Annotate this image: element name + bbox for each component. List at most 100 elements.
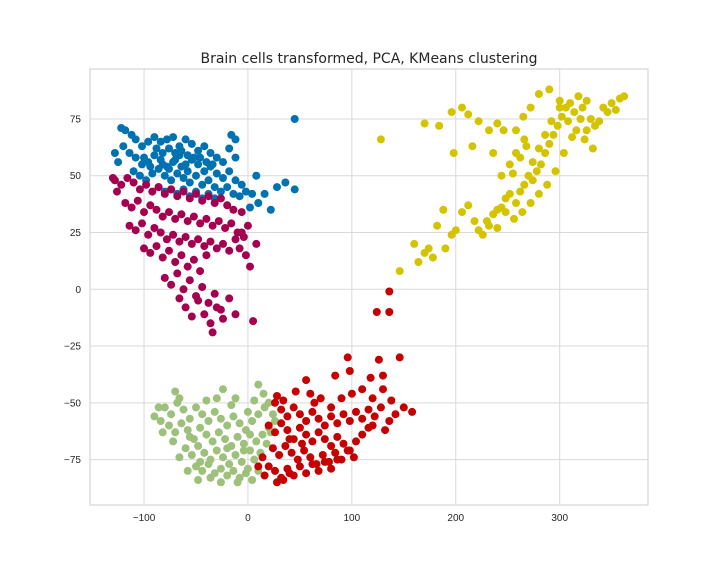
data-point	[259, 389, 268, 398]
data-point	[200, 167, 209, 176]
data-point	[138, 160, 146, 169]
data-point	[131, 226, 140, 235]
data-point	[198, 410, 207, 419]
data-point	[306, 389, 315, 398]
data-point	[237, 180, 246, 189]
data-point	[231, 176, 240, 185]
data-point	[370, 412, 379, 421]
data-point	[320, 435, 329, 444]
data-point	[219, 158, 227, 167]
y-tick-label: −50	[64, 398, 81, 409]
data-point	[603, 108, 612, 117]
data-point	[181, 233, 190, 241]
data-point	[225, 144, 234, 153]
data-point	[308, 407, 317, 416]
data-point	[320, 457, 329, 466]
data-point	[202, 214, 211, 223]
data-point	[171, 387, 180, 396]
data-point	[464, 201, 473, 210]
y-tick-label: 75	[70, 114, 82, 125]
data-point	[208, 160, 217, 169]
data-point	[162, 135, 171, 144]
data-point	[194, 235, 203, 244]
data-point	[582, 96, 591, 105]
data-point	[179, 187, 188, 196]
data-point	[358, 385, 367, 394]
data-point	[260, 189, 269, 198]
data-point	[185, 178, 194, 187]
data-point	[219, 174, 227, 182]
data-point	[580, 135, 589, 144]
data-point	[343, 353, 352, 362]
data-point	[173, 169, 182, 178]
data-point	[194, 476, 203, 484]
data-point	[277, 419, 286, 428]
data-point	[586, 115, 595, 123]
data-point	[246, 446, 254, 455]
data-point	[198, 466, 207, 475]
data-point	[333, 432, 342, 441]
data-point	[148, 169, 157, 178]
data-point	[185, 194, 194, 203]
data-point	[150, 412, 159, 421]
data-point	[185, 276, 194, 285]
data-point	[295, 423, 304, 432]
data-point	[287, 448, 296, 457]
data-point	[290, 185, 299, 194]
data-point	[352, 437, 360, 446]
data-point	[187, 312, 196, 321]
data-point	[428, 253, 437, 262]
data-point	[160, 403, 169, 412]
data-point	[198, 196, 207, 205]
data-point	[183, 426, 192, 435]
data-point	[204, 417, 213, 425]
data-point	[258, 453, 267, 462]
data-point	[210, 407, 219, 416]
data-point	[223, 471, 232, 480]
data-point	[177, 146, 186, 155]
y-tick-label: 50	[70, 171, 82, 182]
data-point	[433, 221, 442, 230]
data-point	[225, 294, 234, 303]
data-point	[528, 158, 537, 167]
data-point	[214, 428, 223, 437]
data-point	[225, 460, 234, 469]
data-point	[260, 471, 269, 480]
cluster-5-points	[376, 85, 629, 276]
data-point	[566, 99, 575, 108]
data-point	[588, 144, 597, 153]
data-point	[295, 410, 304, 419]
data-point	[468, 142, 477, 151]
data-point	[289, 403, 298, 412]
data-point	[241, 251, 250, 260]
data-point	[239, 439, 248, 448]
data-point	[192, 403, 200, 412]
data-point	[121, 126, 130, 135]
data-point	[385, 308, 394, 316]
data-point	[447, 108, 456, 117]
data-point	[135, 185, 144, 194]
data-point	[165, 164, 173, 173]
data-point	[368, 394, 377, 403]
data-point	[210, 199, 219, 207]
data-point	[212, 446, 221, 455]
data-point	[314, 466, 323, 475]
data-point	[254, 410, 263, 419]
data-point	[302, 469, 311, 478]
data-point	[333, 455, 342, 464]
data-point	[275, 451, 284, 459]
data-point	[140, 208, 148, 217]
data-point	[510, 214, 518, 223]
data-point	[202, 158, 211, 167]
data-point	[135, 171, 144, 180]
data-point	[187, 451, 196, 459]
data-point	[185, 414, 194, 423]
cluster-4-points	[254, 287, 417, 487]
data-point	[200, 310, 209, 319]
data-point	[395, 267, 404, 276]
data-point	[273, 183, 281, 192]
data-point	[485, 126, 493, 135]
data-point	[366, 373, 375, 382]
data-point	[214, 217, 223, 226]
